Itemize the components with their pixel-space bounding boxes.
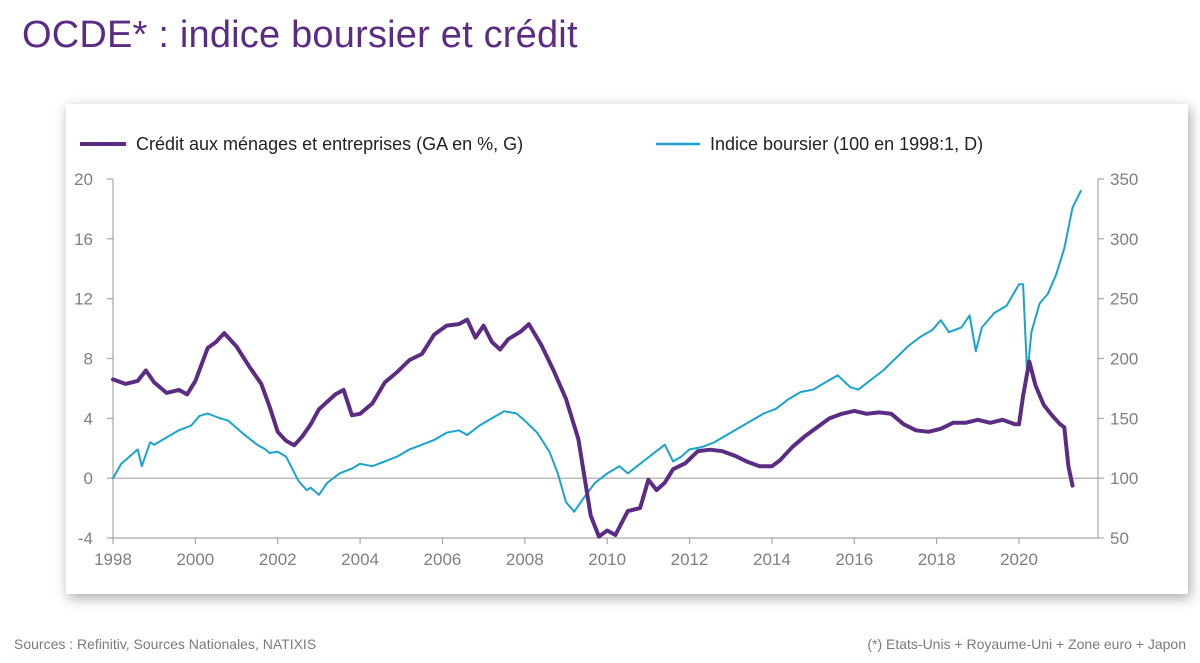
legend-credit-label: Crédit aux ménages et entreprises (GA en… <box>136 134 523 154</box>
y-right-tick-label: 150 <box>1110 409 1138 428</box>
x-tick-label: 2012 <box>671 550 709 569</box>
y-left-tick-label: 12 <box>74 290 93 309</box>
chart-card: Crédit aux ménages et entreprises (GA en… <box>66 104 1188 594</box>
y-right-tick-label: 300 <box>1110 230 1138 249</box>
x-tick-label: 2018 <box>918 550 956 569</box>
countries-footnote: (*) Etats-Unis + Royaume-Uni + Zone euro… <box>867 636 1186 652</box>
legend-credit: Crédit aux ménages et entreprises (GA en… <box>80 134 523 154</box>
x-tick-label: 2010 <box>588 550 626 569</box>
sources-note: Sources : Refinitiv, Sources Nationales,… <box>14 636 317 652</box>
chart-svg: Crédit aux ménages et entreprises (GA en… <box>74 134 1138 569</box>
x-tick-label: 2000 <box>176 550 214 569</box>
y-left-tick-label: 0 <box>84 469 93 488</box>
x-tick-label: 2008 <box>506 550 544 569</box>
x-tick-label: 2006 <box>424 550 462 569</box>
y-right-tick-label: 250 <box>1110 290 1138 309</box>
chart-legend: Crédit aux ménages et entreprises (GA en… <box>80 134 983 154</box>
x-tick-label: 1998 <box>94 550 132 569</box>
x-tick-label: 2020 <box>1000 550 1038 569</box>
y-left-tick-label: 20 <box>74 170 93 189</box>
x-tick-label: 2004 <box>341 550 379 569</box>
x-tick-label: 2016 <box>835 550 873 569</box>
legend-stock-index-label: Indice boursier (100 en 1998:1, D) <box>710 134 983 154</box>
y-left-tick-label: -4 <box>78 529 93 548</box>
series-layer <box>111 190 1082 539</box>
y-right-tick-label: 200 <box>1110 350 1138 369</box>
legend-stock-index: Indice boursier (100 en 1998:1, D) <box>656 134 983 154</box>
y-left-tick-label: 16 <box>74 230 93 249</box>
y-left-tick-label: 4 <box>84 409 93 428</box>
y-left-tick-label: 8 <box>84 350 93 369</box>
y-right-tick-label: 50 <box>1110 529 1129 548</box>
credit-series-line <box>111 317 1075 539</box>
x-tick-label: 2002 <box>259 550 297 569</box>
page-title: OCDE* : indice boursier et crédit <box>22 14 578 56</box>
y-right-tick-label: 100 <box>1110 469 1138 488</box>
stock-index-series-line <box>112 190 1082 513</box>
x-tick-label: 2014 <box>753 550 791 569</box>
y-right-tick-label: 350 <box>1110 170 1138 189</box>
chart-axes: -4 0 4 8 12 16 20 50 100 150 200 250 300 350 1998 2000 2… <box>74 170 1138 569</box>
